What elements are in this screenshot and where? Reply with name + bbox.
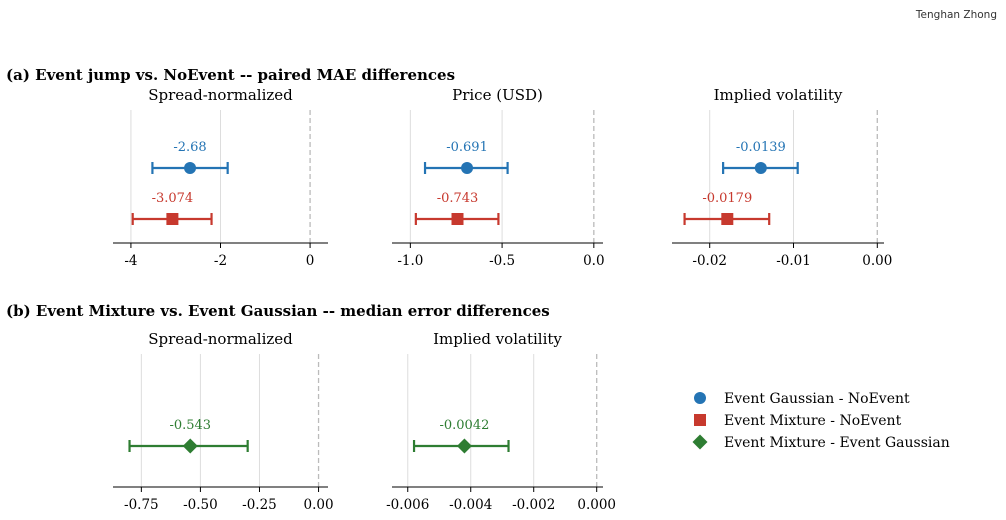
legend: Event Gaussian - NoEvent Event Mixture - … xyxy=(692,391,950,451)
data-label: -0.743 xyxy=(437,191,479,206)
data-label: -3.074 xyxy=(152,191,194,206)
legend-label: Event Mixture - NoEvent xyxy=(724,413,902,429)
x-tick-label: -0.25 xyxy=(242,497,277,513)
circle-legend-marker xyxy=(694,392,706,404)
point-marker xyxy=(166,213,179,225)
data-label: -0.0139 xyxy=(736,140,786,155)
x-tick-label: 0.000 xyxy=(577,497,616,513)
series-diamond: -0.0042 xyxy=(412,418,510,454)
x-tick-label: -0.006 xyxy=(386,497,429,513)
data-label: -0.691 xyxy=(446,140,488,155)
square-legend-marker xyxy=(694,414,706,426)
series-diamond: -0.543 xyxy=(128,418,249,454)
point-marker xyxy=(451,213,464,225)
point-marker xyxy=(754,162,767,174)
author-name: Tenghan Zhong xyxy=(915,9,997,21)
x-tick-label: 0.0 xyxy=(583,253,604,269)
point-marker xyxy=(721,213,734,225)
chart-panel-1: Spread-normalized -4 -2 0 -2.68 -3.074 xyxy=(113,86,328,269)
data-label: -2.68 xyxy=(173,140,206,155)
panel-title: Price (USD) xyxy=(452,86,543,104)
chart-panel-2: Price (USD) -1.0 -0.5 0.0 -0.691 -0.743 xyxy=(392,86,605,269)
diamond-legend-marker xyxy=(692,434,708,450)
point-marker xyxy=(456,438,472,454)
x-tick-label: -4 xyxy=(124,253,137,269)
legend-item-diamond: Event Mixture - Event Gaussian xyxy=(692,434,950,451)
series-circle: -0.0139 xyxy=(722,140,799,174)
x-tick-label: -2 xyxy=(214,253,227,269)
chart-panel-3: Implied volatility -0.02 -0.01 0.00 -0.0139 -… xyxy=(672,86,892,269)
x-tick-label: -0.01 xyxy=(776,253,811,269)
chart-panel-5: Implied volatility -0.006 -0.004 -0.002 0.00… xyxy=(386,330,616,513)
panel-title: Spread-normalized xyxy=(148,86,293,104)
point-marker xyxy=(182,438,198,454)
series-circle: -0.691 xyxy=(423,140,509,174)
point-marker xyxy=(184,162,197,174)
section-a-title: (a) Event jump vs. NoEvent -- paired MAE… xyxy=(6,66,455,84)
x-tick-label: 0 xyxy=(306,253,315,269)
series-circle: -2.68 xyxy=(151,140,229,174)
panel-title: Implied volatility xyxy=(714,86,843,104)
x-tick-label: -0.004 xyxy=(449,497,492,513)
data-label: -0.0179 xyxy=(702,191,752,206)
data-label: -0.543 xyxy=(169,418,211,433)
panel-title: Implied volatility xyxy=(433,330,562,348)
x-tick-label: -0.5 xyxy=(489,253,515,269)
x-tick-label: -0.50 xyxy=(183,497,218,513)
legend-label: Event Mixture - Event Gaussian xyxy=(724,435,950,451)
x-tick-label: -0.75 xyxy=(124,497,159,513)
x-tick-label: -1.0 xyxy=(397,253,423,269)
chart-panels: Spread-normalized -4 -2 0 -2.68 -3.074 Price (… xyxy=(113,86,892,513)
legend-label: Event Gaussian - NoEvent xyxy=(724,391,910,407)
x-tick-label: -0.02 xyxy=(692,253,727,269)
legend-item-circle: Event Gaussian - NoEvent xyxy=(694,391,910,407)
section-b-title: (b) Event Mixture vs. Event Gaussian -- … xyxy=(6,302,550,320)
chart-panel-4: Spread-normalized -0.75 -0.50 -0.25 0.00 -0.5… xyxy=(113,330,334,513)
data-label: -0.0042 xyxy=(439,418,489,433)
panel-title: Spread-normalized xyxy=(148,330,293,348)
x-tick-label: 0.00 xyxy=(862,253,892,269)
series-square: -3.074 xyxy=(131,191,213,225)
series-square: -0.0179 xyxy=(683,191,771,225)
series-square: -0.743 xyxy=(414,191,500,225)
x-tick-label: 0.00 xyxy=(304,497,334,513)
point-marker xyxy=(461,162,474,174)
legend-item-square: Event Mixture - NoEvent xyxy=(694,413,902,429)
x-tick-label: -0.002 xyxy=(512,497,555,513)
